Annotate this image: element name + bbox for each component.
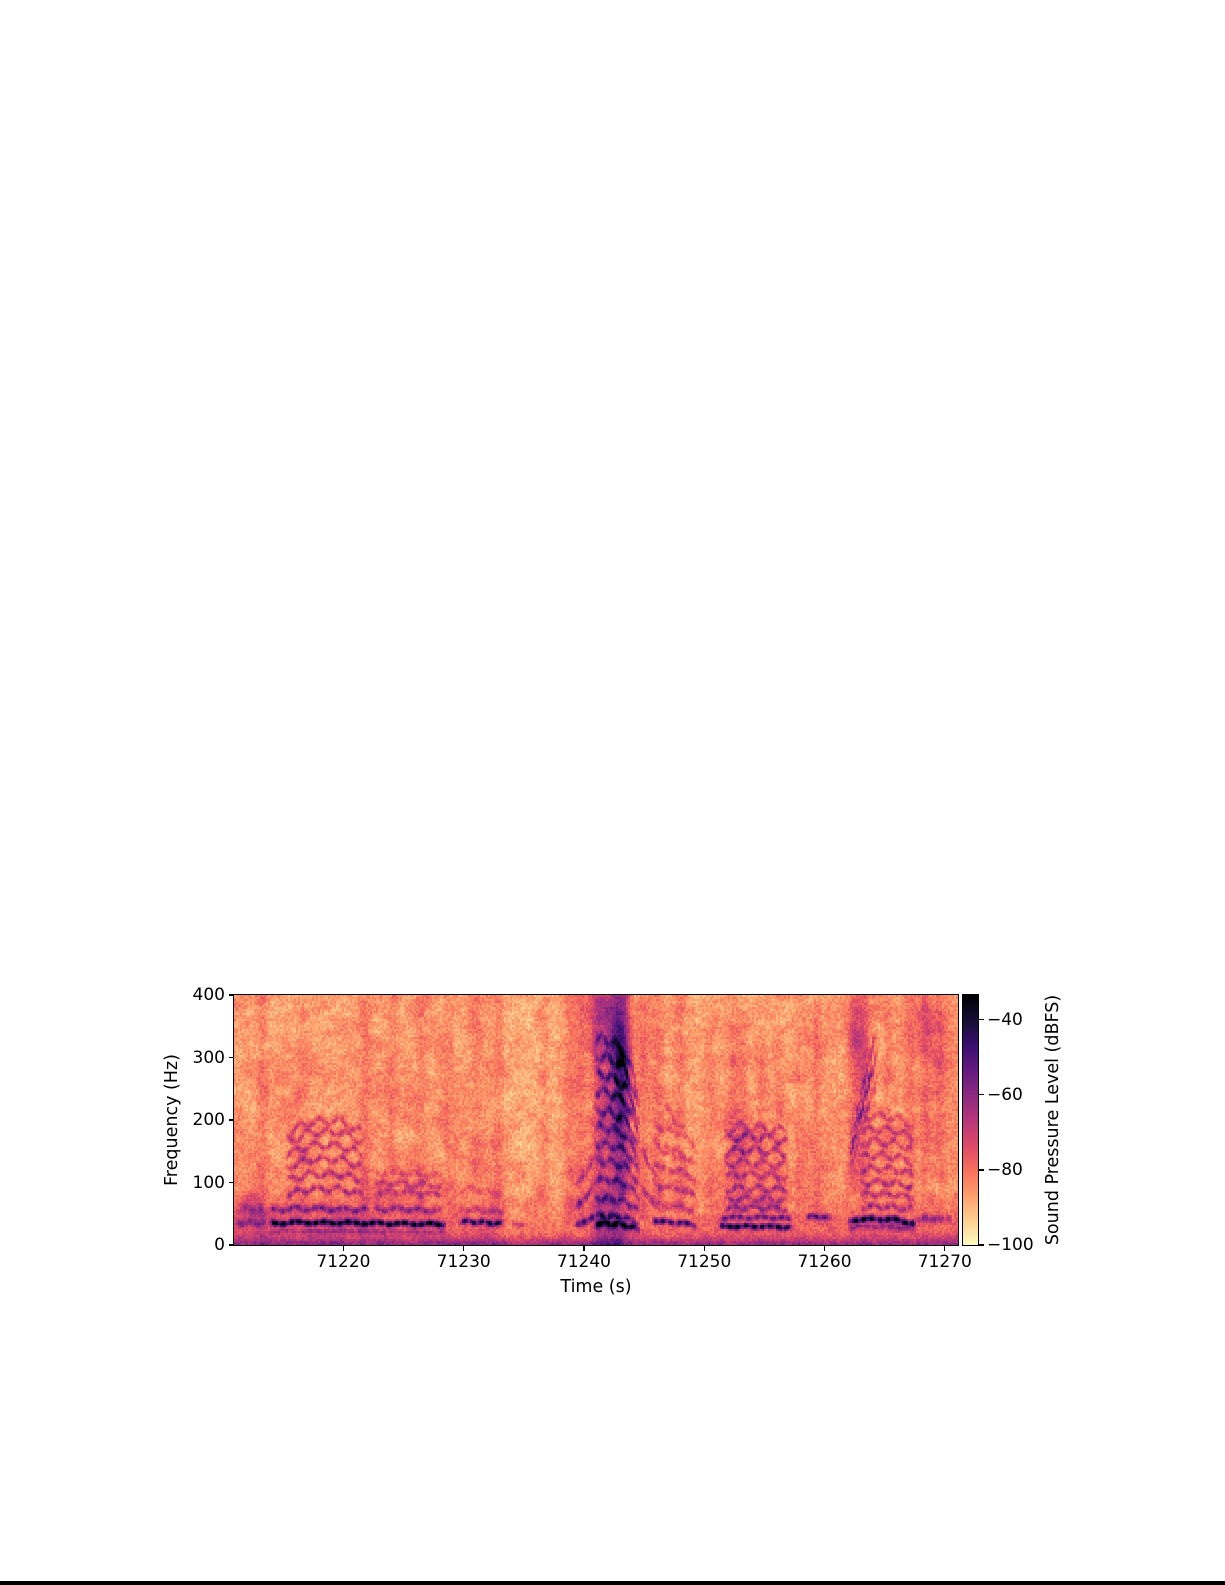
- colorbar-canvas: [963, 995, 978, 1245]
- spectrogram-canvas: [234, 995, 958, 1245]
- x-tick-mark: [703, 1246, 705, 1251]
- y-tick-label: 400: [192, 985, 225, 1005]
- x-tick-label: 71270: [917, 1252, 972, 1272]
- colorbar-tick-label: −40: [987, 1009, 1023, 1030]
- colorbar-tick-label: −60: [987, 1084, 1023, 1105]
- x-tick-label: 71250: [677, 1252, 732, 1272]
- y-tick-mark: [228, 1119, 234, 1121]
- colorbar-tick-label: −100: [987, 1235, 1034, 1255]
- y-tick-mark: [228, 994, 234, 996]
- colorbar-tick-mark: [979, 1169, 984, 1171]
- y-tick-mark: [228, 1244, 234, 1246]
- y-tick-mark: [228, 1056, 234, 1059]
- y-axis-label: Frequency (Hz): [162, 1054, 182, 1186]
- x-tick-label: 71230: [436, 1252, 491, 1272]
- x-tick-mark: [583, 1246, 585, 1251]
- colorbar-tick-mark: [979, 1094, 984, 1096]
- y-tick-label: 0: [214, 1235, 225, 1255]
- colorbar-tick-label: −80: [987, 1159, 1023, 1180]
- colorbar-tick-mark: [979, 1019, 984, 1021]
- colorbar-tick-mark: [979, 1244, 984, 1246]
- x-tick-label: 71240: [556, 1252, 612, 1272]
- bottom-edge-bar: [0, 1581, 1225, 1585]
- colorbar-label: Sound Pressure Level (dBFS): [1043, 994, 1063, 1246]
- y-tick-label: 100: [192, 1172, 225, 1193]
- x-tick-label: 71260: [797, 1252, 852, 1272]
- y-tick-mark: [228, 1181, 234, 1184]
- y-tick-label: 200: [192, 1110, 225, 1130]
- x-axis-label: Time (s): [560, 1277, 632, 1297]
- y-tick-label: 300: [192, 1047, 225, 1068]
- x-tick-mark: [823, 1246, 826, 1251]
- x-tick-mark: [463, 1246, 465, 1251]
- x-tick-label: 71220: [316, 1252, 371, 1272]
- x-tick-mark: [342, 1246, 345, 1251]
- x-tick-mark: [944, 1246, 946, 1251]
